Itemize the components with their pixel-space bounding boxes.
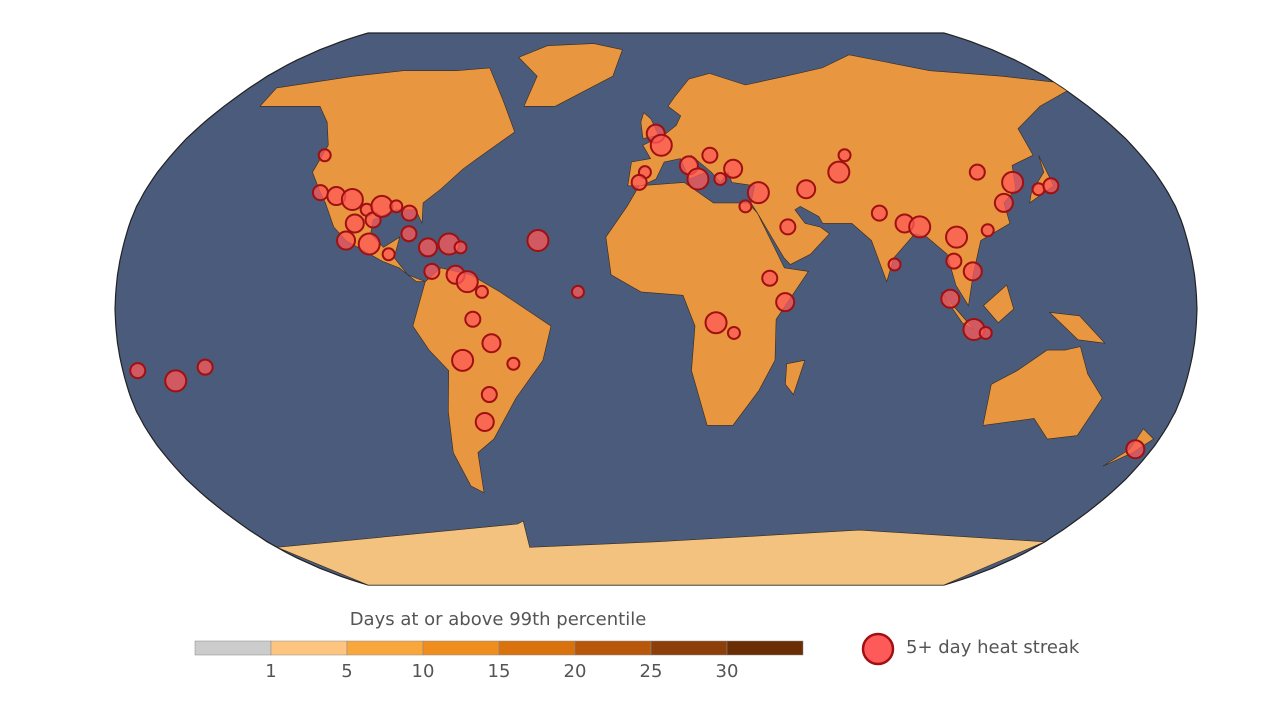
heat-streak [474,284,489,299]
landmass [982,346,1103,440]
heat-streak [738,199,753,214]
tick-label: 10 [412,661,435,682]
heat-streak [196,358,214,376]
heat-streak [129,362,147,380]
heat-streak [336,230,357,251]
heat-streak [453,240,468,255]
heat-streak [686,167,710,191]
heat-streak [340,187,364,211]
heat-streak [311,184,329,202]
heat-streak [455,270,479,294]
landmass [785,359,806,396]
heat-streak [570,284,585,299]
heat-streak [945,225,969,249]
streak-legend-label: 5+ day heat streak [906,637,1080,658]
color-bin [346,640,424,656]
color-bin [270,640,348,656]
heat-streak [746,181,770,205]
heat-streak [980,223,995,238]
tick-label: 5 [341,661,352,682]
heat-streak [506,356,521,371]
heat-streak [870,204,888,222]
landmass [983,284,1015,324]
tick-label: 30 [716,661,739,682]
land [259,43,1155,585]
heat-streak [1125,439,1146,460]
heat-streak [400,204,418,222]
heat-streak [423,262,441,280]
ocean [114,32,1198,586]
tick-label: 20 [564,661,587,682]
heat-streak [796,179,817,200]
heat-streak [464,310,482,328]
tick-label: 1 [265,661,276,682]
heat-streak [962,261,983,282]
heat-streak [887,257,902,272]
heat-streak [723,158,744,179]
landmass [412,267,552,494]
color-bin [498,640,576,656]
color-bin [650,640,728,656]
color-bin [726,640,804,656]
heat-streak [481,333,502,354]
streak-legend-icon [861,632,895,666]
heat-streak [317,148,332,163]
heat-streak [417,237,438,258]
tick-label: 25 [640,661,663,682]
heat-streak [370,194,394,218]
tick-label: 15 [488,661,511,682]
heat-streak [526,229,550,253]
heat-streaks [129,123,1146,460]
heat-streak [451,348,475,372]
heat-streak [474,411,495,432]
landmass [1048,312,1106,344]
heat-streak [945,252,963,270]
heat-streak [704,311,728,335]
heat-streak [1042,177,1060,195]
heat-streak [827,160,851,184]
color-bin [422,640,500,656]
color-bin [574,640,652,656]
color-bar: 1 5 10 15 20 25 30 [194,640,804,682]
heat-streak [940,288,961,309]
heat-streak [837,148,852,163]
heat-streak [993,192,1014,213]
heat-streak [164,369,188,393]
heat-streak [381,247,396,262]
landmass [276,520,1045,585]
heat-streak [775,292,796,313]
heat-streak [978,325,993,340]
heat-streak [968,163,986,181]
heat-streak [389,199,404,214]
heat-streak [400,225,418,243]
heat-streak [726,325,741,340]
heat-streak [779,218,797,236]
heat-streak [701,146,719,164]
heat-streak [1001,170,1025,194]
heat-streak [761,269,779,287]
color-bin [194,640,272,656]
legend-title: Days at or above 99th percentile [350,609,647,630]
heat-streak [357,232,381,256]
heat-streak [713,171,728,186]
heat-streak [630,173,648,191]
heat-streak [649,133,673,157]
landmass [518,43,623,107]
heat-streak [344,213,365,234]
heat-streak [908,215,932,239]
heat-streak [480,386,498,404]
landmass [259,67,516,282]
